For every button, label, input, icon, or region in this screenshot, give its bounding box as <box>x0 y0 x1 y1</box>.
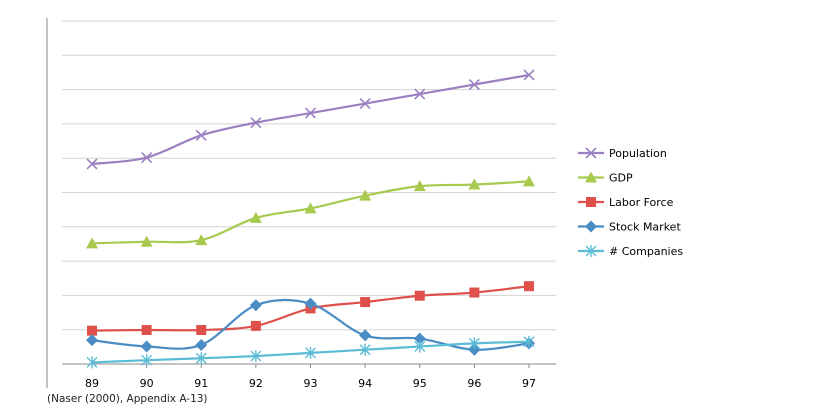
data-point-companies <box>86 356 98 369</box>
x-tick-label: 91 <box>194 377 208 390</box>
data-point-companies <box>305 346 316 359</box>
series-population <box>86 69 535 170</box>
data-point-population <box>523 69 535 81</box>
x-tick-label: 95 <box>413 377 427 390</box>
x-tick-label: 89 <box>85 377 99 390</box>
data-point-stock-market <box>413 332 426 345</box>
data-point-gdp <box>413 180 426 192</box>
legend-label: # Companies <box>609 245 683 258</box>
data-point-gdp <box>468 178 481 190</box>
data-point-gdp <box>249 211 262 223</box>
data-point-population <box>304 107 317 119</box>
data-point-gdp <box>195 234 208 246</box>
data-point-companies <box>359 343 371 356</box>
legend-label: GDP <box>609 172 633 185</box>
legend-item-population: Population <box>578 147 667 160</box>
series-stock-market <box>86 297 535 356</box>
data-point-companies <box>195 352 207 365</box>
data-point-population <box>86 158 98 170</box>
data-point-population <box>359 98 371 110</box>
series-line-population <box>91 73 530 166</box>
legend-item-stock-market: Stock Market <box>578 220 681 234</box>
data-point-companies <box>523 335 535 348</box>
legend-marker <box>585 171 597 183</box>
data-point-gdp <box>140 235 153 247</box>
legend-marker <box>585 245 597 257</box>
legend-label: Stock Market <box>609 221 681 234</box>
series-group <box>86 69 535 369</box>
data-point-gdp <box>86 237 98 249</box>
legend-marker <box>585 147 597 159</box>
data-point-stock-market <box>140 340 153 353</box>
data-point-population <box>141 151 153 164</box>
legend-marker <box>586 197 596 207</box>
data-point-labor-force <box>196 325 207 336</box>
x-tick-label: 92 <box>249 377 263 390</box>
x-tick-label: 90 <box>140 377 154 390</box>
data-point-labor-force <box>250 320 261 331</box>
x-tick-label: 97 <box>522 377 536 390</box>
legend-item-companies: # Companies <box>578 245 683 258</box>
data-point-labor-force <box>141 325 152 336</box>
data-point-labor-force <box>469 287 480 298</box>
x-tick-label: 93 <box>304 377 318 390</box>
series-companies <box>86 335 535 369</box>
data-point-labor-force <box>360 297 371 308</box>
x-axis-ticks: 89 90 91 92 93 94 95 96 97 <box>85 364 536 390</box>
x-tick-label: 94 <box>358 377 372 390</box>
data-point-gdp <box>359 189 372 201</box>
data-point-population <box>195 129 207 141</box>
x-tick-label: 96 <box>467 377 481 390</box>
data-point-stock-market <box>195 338 208 351</box>
data-point-companies <box>141 354 153 367</box>
data-point-companies <box>250 350 262 363</box>
legend-item-labor-force: Labor Force <box>578 196 674 209</box>
data-point-population <box>414 88 426 100</box>
data-point-labor-force <box>414 290 425 301</box>
data-point-gdp <box>304 202 317 214</box>
series-gdp <box>86 175 535 249</box>
source-note: (Naser (2000), Appendix A-13) <box>47 393 208 405</box>
legend-label: Labor Force <box>609 196 674 209</box>
legend-item-gdp: GDP <box>578 171 633 185</box>
data-point-stock-market <box>304 297 317 310</box>
data-point-stock-market <box>249 299 262 312</box>
legend: Population GDP Labor Force Stock Market # Co… <box>578 147 683 258</box>
data-point-population <box>468 78 480 91</box>
legend-label: Population <box>609 147 667 160</box>
data-point-gdp <box>523 175 535 187</box>
data-point-labor-force <box>87 325 97 336</box>
data-point-labor-force <box>524 281 534 292</box>
data-point-companies <box>414 340 426 353</box>
data-point-stock-market <box>359 329 372 342</box>
data-point-companies <box>468 337 480 350</box>
data-point-stock-market <box>86 334 98 347</box>
data-point-population <box>250 117 262 129</box>
legend-marker <box>585 220 597 233</box>
